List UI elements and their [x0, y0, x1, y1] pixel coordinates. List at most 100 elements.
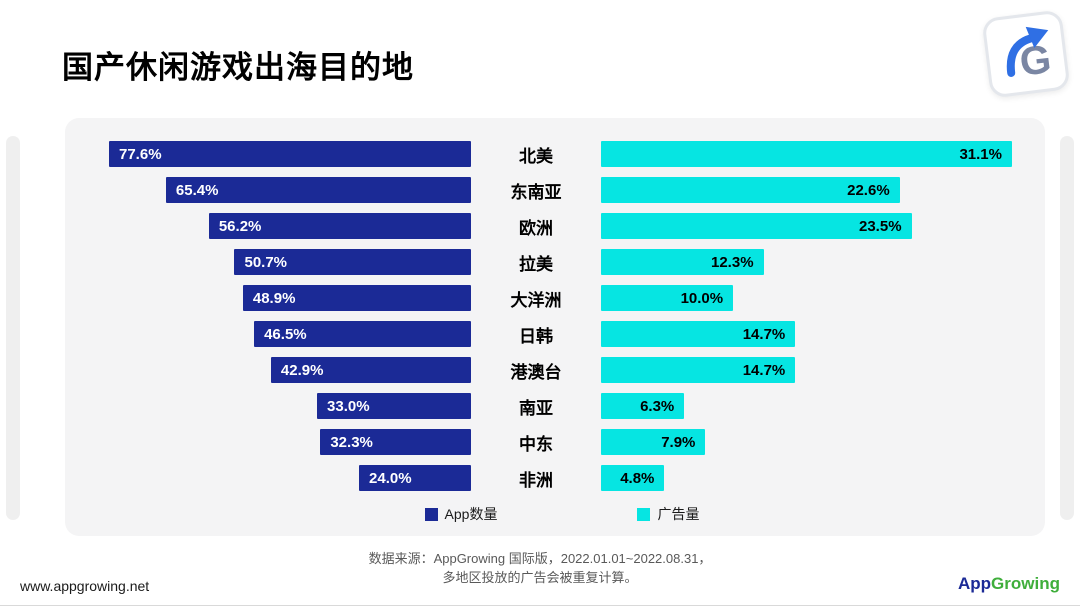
ad-volume-bar: 31.1% [601, 141, 1012, 167]
ad-volume-bar: 23.5% [601, 213, 912, 239]
data-source-line1: 数据来源：AppGrowing 国际版，2022.01.01~2022.08.3… [368, 551, 712, 566]
app-count-bar-area: 42.9% [109, 357, 471, 383]
right-edge-decoration [1060, 136, 1074, 520]
ad-volume-bar-area: 6.3% [601, 393, 1012, 419]
ad-volume-bar-area: 14.7% [601, 321, 1012, 347]
chart-rows: 77.6% 北美 31.1% 65.4% 东南亚 22.6% 56.2% 欧洲 23.5% 50.… [109, 136, 1015, 496]
app-count-bar-area: 33.0% [109, 393, 471, 419]
ad-volume-bar: 10.0% [601, 285, 734, 311]
region-label: 欧洲 [519, 218, 553, 238]
app-count-value: 48.9% [252, 289, 296, 307]
ad-volume-bar: 14.7% [601, 321, 796, 347]
region-label: 大洋洲 [510, 290, 562, 310]
ad-volume-bar: 6.3% [601, 393, 685, 419]
app-count-bar: 24.0% [359, 465, 471, 491]
chart-row: 46.5% 日韩 14.7% [109, 316, 1015, 352]
region-label: 东南亚 [510, 182, 562, 202]
ad-volume-value: 22.6% [847, 181, 890, 199]
data-source-line2: 多地区投放的广告会被重复计算。 [442, 570, 638, 585]
app-count-bar: 46.5% [254, 321, 471, 347]
chart-legend: App数量 广告量 [109, 504, 1015, 524]
app-count-bar: 50.7% [234, 249, 471, 275]
app-count-bar-area: 46.5% [109, 321, 471, 347]
chart-panel: 77.6% 北美 31.1% 65.4% 东南亚 22.6% 56.2% 欧洲 23.5% 50.… [65, 118, 1045, 536]
app-count-bar: 42.9% [270, 357, 471, 383]
app-count-bar: 77.6% [109, 141, 471, 167]
data-source-note: 数据来源：AppGrowing 国际版，2022.01.01~2022.08.3… [0, 549, 1080, 587]
app-count-value: 33.0% [327, 397, 370, 415]
ad-volume-bar-area: 7.9% [601, 429, 1012, 455]
chart-row: 24.0% 非洲 4.8% [109, 460, 1015, 496]
region-label: 港澳台 [510, 362, 562, 382]
ad-volume-value: 14.7% [742, 325, 786, 343]
chart-row: 33.0% 南亚 6.3% [109, 388, 1015, 424]
app-count-legend-label: App数量 [444, 506, 498, 522]
ad-volume-bar: 4.8% [601, 465, 665, 491]
brand-part1: App [958, 574, 992, 593]
ad-volume-bar: 22.6% [601, 177, 900, 203]
ad-volume-bar: 14.7% [601, 357, 796, 383]
brand-part2: Growing [991, 574, 1060, 593]
app-count-value: 50.7% [244, 253, 288, 271]
region-label: 日韩 [519, 326, 553, 346]
ad-volume-value: 14.7% [742, 361, 786, 379]
app-count-bar: 48.9% [242, 285, 471, 311]
app-count-value: 56.2% [218, 217, 262, 235]
ad-volume-value: 6.3% [640, 397, 675, 415]
region-label: 南亚 [519, 398, 553, 418]
ad-volume-bar: 7.9% [601, 429, 706, 455]
region-label: 中东 [519, 434, 553, 454]
app-count-bar-area: 50.7% [109, 249, 471, 275]
app-count-bar-area: 77.6% [109, 141, 471, 167]
app-count-value: 32.3% [330, 433, 373, 451]
app-count-bar: 33.0% [317, 393, 471, 419]
legend-item-app-count: App数量 [424, 504, 498, 524]
ad-volume-value: 31.1% [959, 145, 1002, 163]
app-count-value: 42.9% [280, 361, 324, 379]
app-count-legend-swatch [424, 507, 438, 521]
ad-volume-value: 10.0% [680, 289, 724, 307]
ad-volume-bar: 12.3% [601, 249, 764, 275]
ad-volume-bar-area: 14.7% [601, 357, 1012, 383]
app-count-bar-area: 32.3% [109, 429, 471, 455]
ad-volume-legend-swatch [637, 507, 651, 521]
chart-row: 50.7% 拉美 12.3% [109, 244, 1015, 280]
app-count-bar: 32.3% [320, 429, 471, 455]
app-count-bar: 56.2% [208, 213, 471, 239]
app-count-bar-area: 56.2% [109, 213, 471, 239]
app-count-value: 24.0% [369, 469, 412, 487]
ad-volume-value: 7.9% [661, 433, 696, 451]
region-label: 非洲 [519, 470, 553, 490]
ad-volume-bar-area: 4.8% [601, 465, 1012, 491]
slide-bottom-divider [0, 605, 1080, 606]
app-count-value: 65.4% [175, 181, 219, 199]
chart-row: 42.9% 港澳台 14.7% [109, 352, 1015, 388]
app-count-value: 46.5% [264, 325, 307, 343]
appgrowing-logo: G [981, 9, 1071, 99]
website-url: www.appgrowing.net [20, 578, 150, 594]
chart-row: 65.4% 东南亚 22.6% [109, 172, 1015, 208]
brand-wordmark: AppGrowing [958, 574, 1060, 594]
app-count-bar-area: 48.9% [109, 285, 471, 311]
ad-volume-value: 23.5% [859, 217, 902, 235]
page-title: 国产休闲游戏出海目的地 [62, 50, 414, 85]
ad-volume-bar-area: 22.6% [601, 177, 1012, 203]
ad-volume-bar-area: 23.5% [601, 213, 1012, 239]
chart-row: 32.3% 中东 7.9% [109, 424, 1015, 460]
legend-item-ad-volume: 广告量 [637, 504, 699, 524]
ad-volume-legend-label: 广告量 [657, 506, 700, 522]
app-count-value: 77.6% [119, 145, 162, 163]
appgrowing-logo-icon: G [1006, 26, 1054, 85]
app-count-bar-area: 24.0% [109, 465, 471, 491]
ad-volume-bar-area: 12.3% [601, 249, 1012, 275]
chart-row: 48.9% 大洋洲 10.0% [109, 280, 1015, 316]
ad-volume-bar-area: 10.0% [601, 285, 1012, 311]
ad-volume-bar-area: 31.1% [601, 141, 1012, 167]
ad-volume-value: 4.8% [620, 469, 655, 487]
app-count-bar: 65.4% [165, 177, 471, 203]
chart-row: 56.2% 欧洲 23.5% [109, 208, 1015, 244]
ad-volume-value: 12.3% [711, 253, 754, 271]
chart-row: 77.6% 北美 31.1% [109, 136, 1015, 172]
region-label: 北美 [519, 146, 553, 166]
left-edge-decoration [6, 136, 20, 520]
